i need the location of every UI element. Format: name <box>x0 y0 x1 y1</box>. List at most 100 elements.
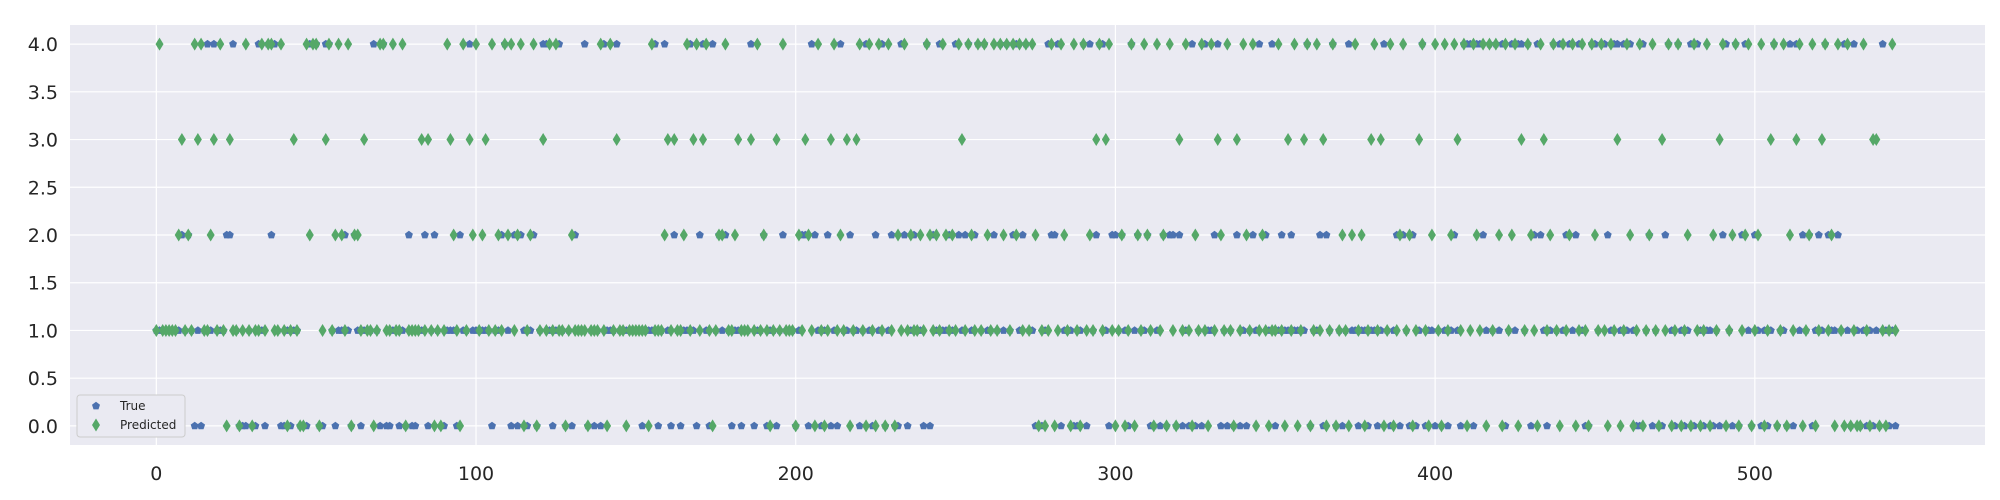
true-point <box>750 421 759 430</box>
true-point <box>1255 39 1264 48</box>
predicted-point <box>1338 228 1347 242</box>
true-point <box>1728 421 1737 430</box>
predicted-point <box>1690 37 1699 51</box>
true-point <box>1744 326 1753 334</box>
predicted-point <box>1009 37 1018 51</box>
predicted-point <box>1402 323 1411 337</box>
predicted-point <box>1785 228 1794 242</box>
predicted-point <box>443 37 452 51</box>
predicted-point <box>619 323 628 337</box>
predicted-point <box>846 419 855 433</box>
predicted-point <box>593 323 602 337</box>
predicted-point <box>510 323 519 337</box>
y-tick-label: 1.5 <box>28 273 58 295</box>
predicted-point <box>1683 228 1692 242</box>
predicted-point <box>181 323 190 337</box>
predicted-point <box>379 37 388 51</box>
true-point <box>846 230 855 239</box>
predicted-point <box>1354 323 1363 337</box>
predicted-point <box>1258 228 1267 242</box>
true-point <box>488 421 496 430</box>
true-point <box>376 421 385 430</box>
y-tick-label: 2.5 <box>28 177 58 199</box>
predicted-point <box>1296 323 1305 337</box>
predicted-point <box>1223 37 1232 51</box>
predicted-point <box>583 419 592 433</box>
predicted-point <box>999 228 1008 242</box>
predicted-point <box>660 228 669 242</box>
predicted-point <box>177 133 186 147</box>
true-point <box>203 39 212 48</box>
predicted-point <box>1501 37 1510 51</box>
predicted-point <box>683 37 692 51</box>
predicted-point <box>1034 419 1043 433</box>
predicted-point <box>206 228 215 242</box>
true-point <box>1111 230 1120 239</box>
true-point <box>804 421 813 430</box>
predicted-point <box>1389 419 1398 433</box>
predicted-point <box>369 419 378 433</box>
true-point <box>241 421 250 430</box>
predicted-point <box>446 133 455 147</box>
predicted-point <box>1028 37 1037 51</box>
predicted-point <box>1076 419 1085 433</box>
predicted-point <box>1875 419 1884 433</box>
predicted-point <box>481 133 490 147</box>
predicted-point <box>459 37 468 51</box>
true-point <box>708 39 717 48</box>
predicted-point <box>1766 133 1775 147</box>
predicted-point <box>973 37 982 51</box>
predicted-point <box>929 323 938 337</box>
predicted-point <box>1095 37 1104 51</box>
predicted-point <box>606 37 615 51</box>
predicted-point <box>532 419 541 433</box>
predicted-point <box>948 228 957 242</box>
predicted-point <box>1108 323 1117 337</box>
predicted-point <box>353 228 362 242</box>
predicted-point <box>1479 37 1488 51</box>
predicted-point <box>1574 323 1583 337</box>
true-point <box>1092 230 1101 239</box>
true-point <box>1568 326 1577 334</box>
predicted-point <box>340 323 349 337</box>
predicted-point <box>500 37 509 51</box>
predicted-point <box>513 228 522 242</box>
predicted-point <box>1133 228 1142 242</box>
predicted-point <box>1290 37 1299 51</box>
legend-box <box>76 394 186 438</box>
true-point <box>926 421 934 430</box>
predicted-point <box>820 419 829 433</box>
predicted-point <box>1213 133 1222 147</box>
predicted-point <box>1392 323 1401 337</box>
true-point <box>695 230 704 239</box>
predicted-point <box>1236 323 1245 337</box>
predicted-point <box>152 323 161 337</box>
predicted-point <box>254 323 263 337</box>
predicted-point <box>830 37 839 51</box>
predicted-point <box>433 323 442 337</box>
predicted-point <box>1491 37 1500 51</box>
predicted-point <box>753 37 762 51</box>
predicted-point <box>1012 228 1021 242</box>
predicted-point <box>1805 228 1814 242</box>
true-point <box>1268 39 1277 48</box>
predicted-point <box>695 323 704 337</box>
true-point <box>1830 326 1839 334</box>
predicted-point <box>692 37 701 51</box>
true-point <box>1469 421 1478 430</box>
predicted-point <box>1322 419 1331 433</box>
predicted-point <box>1568 37 1577 51</box>
true-point <box>1213 39 1222 48</box>
predicted-point <box>1865 419 1874 433</box>
true-point <box>1843 326 1852 334</box>
legend-label-predicted: Predicted <box>120 418 176 432</box>
true-point <box>807 39 816 48</box>
true-point <box>1085 39 1094 48</box>
predicted-point <box>155 37 164 51</box>
predicted-point <box>1680 323 1689 337</box>
true-point <box>778 230 787 239</box>
predicted-point <box>964 37 973 51</box>
predicted-point <box>235 419 244 433</box>
predicted-point <box>1085 228 1094 242</box>
true-point <box>1380 39 1388 48</box>
